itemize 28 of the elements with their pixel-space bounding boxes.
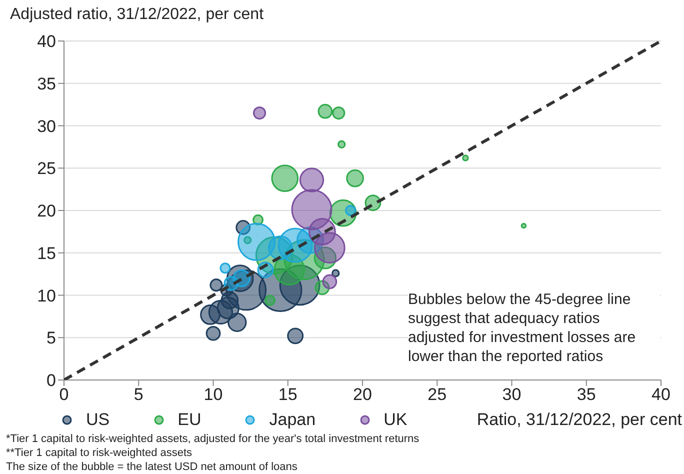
legend-label: Japan [269,410,316,430]
x-tick-label: 25 [428,385,447,404]
x-tick-label: 20 [353,385,372,404]
y-tick-label: 40 [37,32,56,52]
y-tick-label: 15 [37,244,56,263]
y-axis-title: Adjusted ratio, 31/12/2022, per cent [10,6,264,24]
x-tick-label: 35 [576,385,596,404]
text: The size of the bubble = the latest USD net amount of loans [6,460,298,474]
x-tick-label: 10 [204,385,223,404]
legend-label: UK [384,410,408,430]
x-axis-title: Ratio, 31/12/2022, per cent [476,410,682,430]
legend-label: EU [178,410,202,430]
text: **Tier 1 capital to risk-weighted assets [6,446,194,460]
y-tick-label: 25 [37,159,56,178]
y-tick-label: 0 [46,371,56,390]
x-tick-label: 5 [134,385,144,404]
annotation: Bubbles below the 45-degree line suggest that adequacy ratios adjusted for investment losses are lower than the reported ratios [408,290,660,366]
legend-label: US [86,410,110,430]
y-tick-label: 30 [37,116,56,136]
y-tick-label: 10 [37,286,56,306]
x-tick-label: 30 [502,385,522,404]
x-tick-label: 40 [652,385,670,404]
text: *Tier 1 capital to risk-weighted assets, adjusted for the year's total investment returns [6,432,420,446]
x-tick-label: 15 [278,385,298,404]
y-tick-label: 20 [37,202,56,221]
x-tick-label: 0 [59,385,69,404]
y-tick-label: 35 [37,74,56,94]
y-tick-label: 5 [46,328,56,348]
